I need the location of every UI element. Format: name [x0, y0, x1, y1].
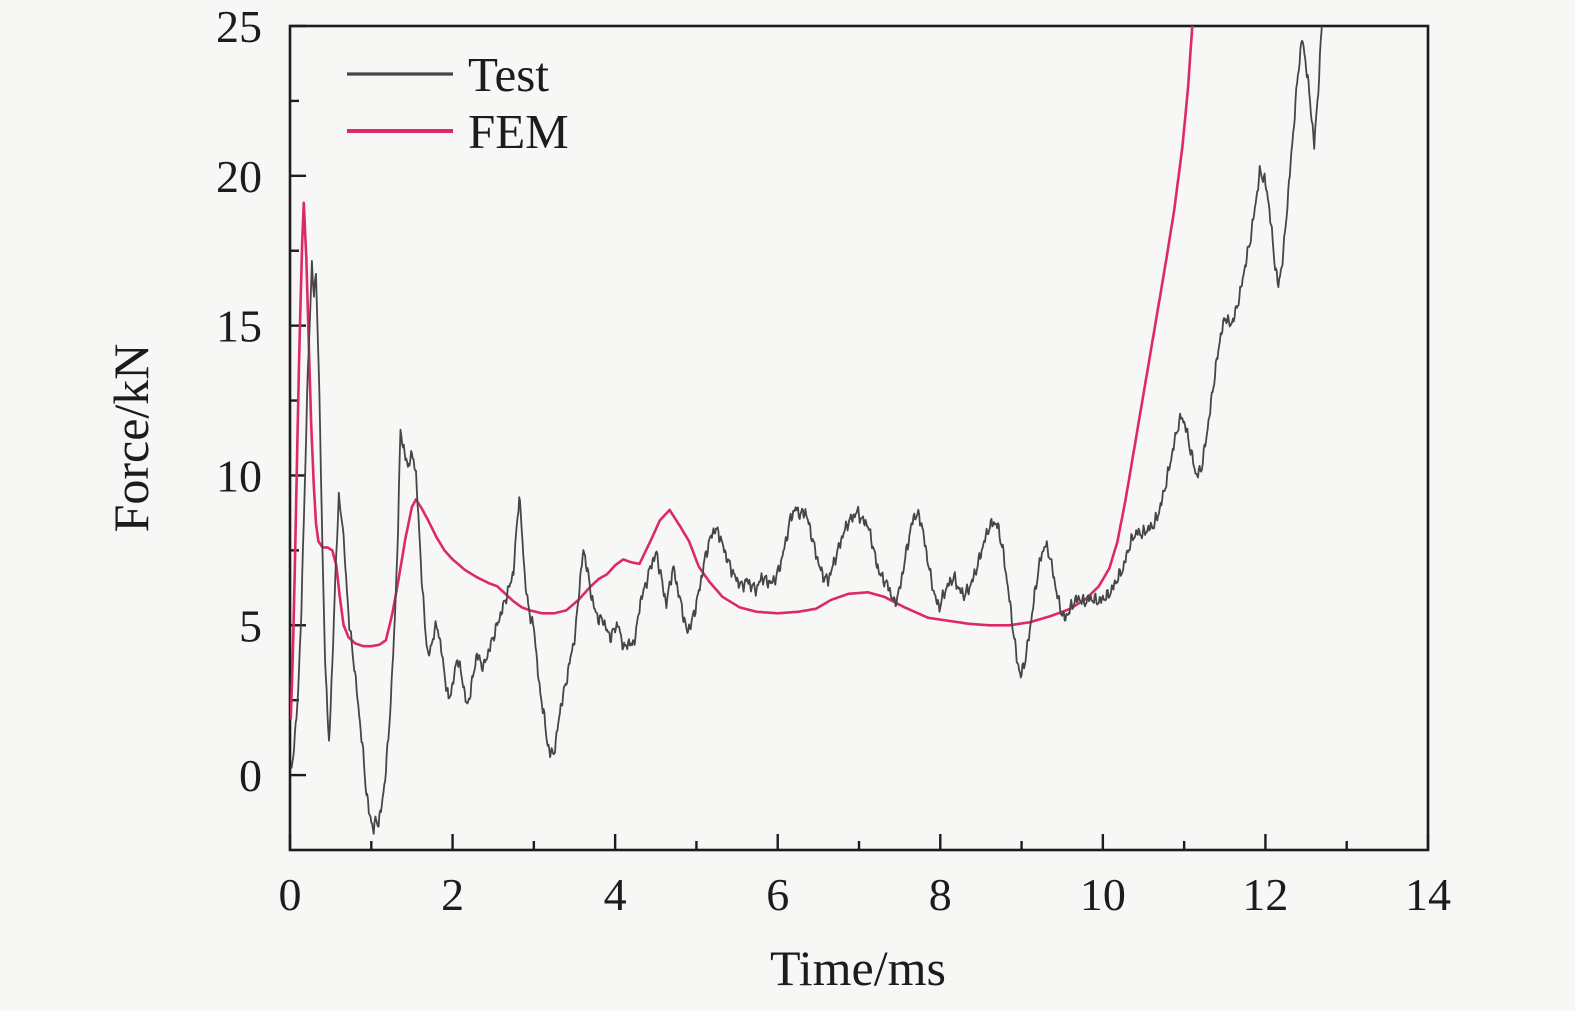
x-tick-label: 6: [766, 869, 789, 920]
test-line: [290, 26, 1323, 835]
x-axis-title: Time/ms: [770, 940, 946, 996]
y-tick-label: 20: [216, 151, 262, 202]
y-tick-label: 10: [216, 450, 262, 501]
fem-line: [290, 26, 1194, 720]
x-tick-label: 12: [1242, 869, 1288, 920]
x-axis-tick-labels: 0 2 4 6 8 10 12 14: [279, 869, 1452, 920]
plot-frame: [288, 24, 1430, 852]
x-tick-label: 14: [1405, 869, 1451, 920]
y-tick-label: 15: [216, 301, 262, 352]
legend-fem-label: FEM: [468, 104, 569, 159]
series-group: [290, 26, 1323, 835]
y-tick-label: 25: [216, 1, 262, 52]
y-tick-label: 5: [239, 600, 262, 651]
x-tick-label: 10: [1080, 869, 1126, 920]
y-axis-title: Force/kN: [103, 344, 159, 533]
axis-ticks: [288, 24, 1430, 850]
legend-test-label: Test: [468, 47, 549, 102]
x-tick-label: 0: [279, 869, 302, 920]
x-tick-label: 4: [604, 869, 627, 920]
y-tick-label: 0: [239, 750, 262, 801]
y-axis-tick-labels: 0 5 10 15 20 25: [216, 1, 262, 801]
legend: Test FEM: [347, 47, 569, 159]
x-tick-label: 8: [929, 869, 952, 920]
x-tick-label: 2: [441, 869, 464, 920]
